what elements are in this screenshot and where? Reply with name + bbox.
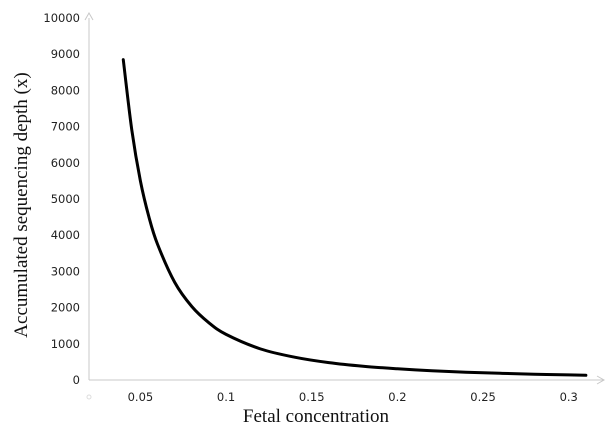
y-tick-label: 2000 [51, 301, 80, 315]
axes [84, 11, 606, 400]
x-tick-label: 0.25 [470, 390, 496, 404]
series-layer [121, 58, 588, 377]
y-tick-label: 6000 [51, 156, 80, 170]
x-tick-label: 0.05 [128, 390, 154, 404]
y-tick-label: 8000 [51, 83, 80, 97]
x-axis-title: Fetal concentration [243, 406, 390, 427]
y-tick-label: 4000 [51, 228, 80, 242]
y-tick-label: 3000 [51, 264, 80, 278]
series-line [121, 58, 588, 377]
y-tick-label: 5000 [51, 192, 80, 206]
y-axis-title: Accumulated sequencing depth (x) [11, 72, 32, 337]
y-tick-label: 9000 [51, 47, 80, 61]
x-tick-label: 0.1 [217, 390, 235, 404]
x-tick-label: 0.2 [388, 390, 406, 404]
x-tick-label: 0.3 [560, 390, 578, 404]
x-tick-label: 0.15 [299, 390, 325, 404]
x-tick-labels: 0.05 0.1 0.15 0.2 0.25 0.3 [128, 390, 578, 404]
y-tick-labels: 0 1000 2000 3000 4000 5000 6000 7000 8000 9000 100… [43, 11, 80, 387]
y-tick-label: 10000 [43, 11, 80, 25]
y-axis-arrow [84, 11, 94, 21]
y-tick-label: 7000 [51, 120, 80, 134]
x-axis-arrow [596, 375, 606, 385]
y-tick-label: 0 [73, 373, 80, 387]
y-tick-label: 1000 [51, 337, 80, 351]
origin-marker [86, 394, 92, 400]
